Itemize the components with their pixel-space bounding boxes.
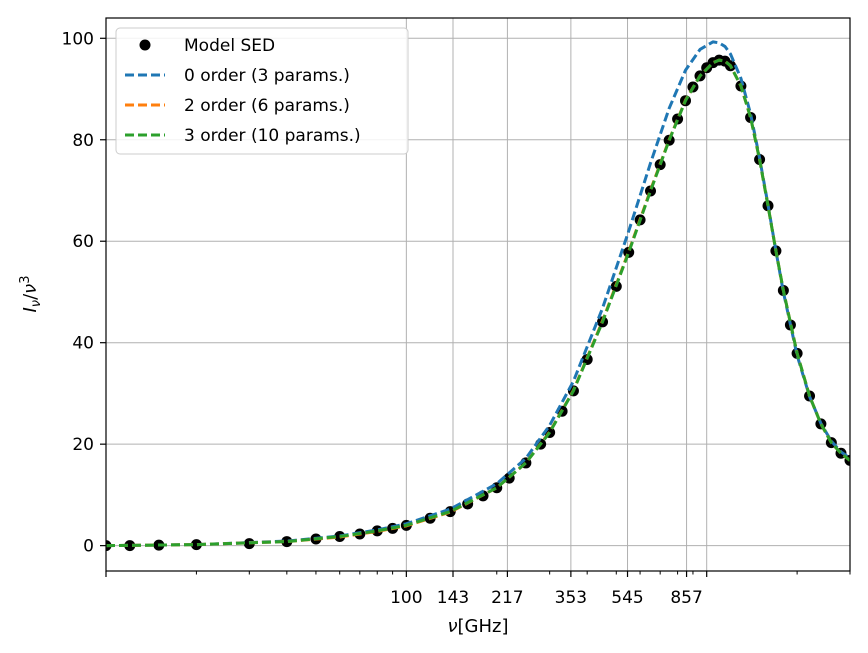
y-tick-label: 60: [72, 232, 94, 252]
legend-box: [115, 27, 409, 155]
grid: [105, 18, 850, 571]
data-point: [281, 536, 293, 548]
x-tick-label: 353: [555, 588, 587, 608]
data-point: [124, 540, 136, 552]
y-axis-label: Iν/ν3: [18, 276, 44, 313]
legend-entry: 0 order (3 params.): [184, 66, 350, 86]
x-tick-label: 143: [437, 588, 469, 608]
y-tick-label: 20: [72, 435, 94, 455]
series-line-1: [106, 40, 850, 548]
data-point: [190, 539, 202, 551]
legend-marker: [139, 39, 151, 51]
y-tick-label: 40: [72, 334, 94, 354]
legend-entry: 3 order (10 params.): [184, 126, 361, 146]
series-line-3: [106, 58, 850, 548]
y-tick-label: 80: [72, 131, 94, 151]
x-tick-label: 217: [491, 588, 523, 608]
legend: Model SED 0 order (3 params.) 2 order (6 p…: [115, 27, 409, 155]
plot-area: [106, 40, 850, 552]
y-tick-label: 100: [62, 29, 94, 49]
x-tick-label: 100: [390, 588, 422, 608]
plot-frame: [105, 17, 851, 572]
y-tick-label: 0: [83, 537, 94, 557]
x-axis-label: ν[GHz]: [447, 616, 508, 637]
legend-entry: 2 order (6 params.): [184, 96, 350, 116]
axes: 0 20 40 60 80 100 100 143 217 353 545 857: [62, 29, 851, 608]
x-tick-label: 545: [611, 588, 643, 608]
x-tick-label: 857: [670, 588, 702, 608]
legend-entry: Model SED: [184, 36, 275, 56]
